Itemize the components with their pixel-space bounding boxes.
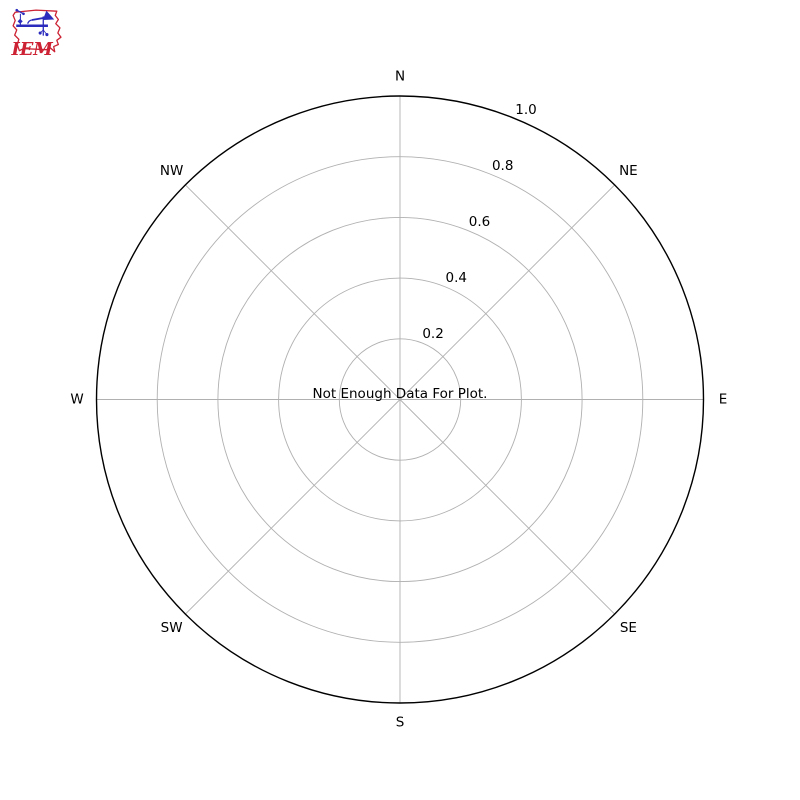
radial-tick-label: 0.4	[446, 270, 467, 286]
radial-tick-label: 0.8	[492, 158, 513, 174]
spoke-line	[185, 184, 401, 400]
polar-spine	[95, 95, 705, 704]
radial-tick-label: 1.0	[515, 102, 536, 118]
direction-label-NW: NW	[160, 163, 183, 179]
spoke-line	[399, 184, 615, 400]
direction-label-W: W	[70, 392, 83, 408]
direction-label-S: S	[396, 715, 405, 731]
iem-logo: IEM	[11, 8, 62, 57]
iowa-state-outline-icon	[12, 9, 62, 53]
spoke-line	[185, 399, 401, 615]
direction-label-N: N	[395, 69, 405, 85]
weathervane-icon	[15, 8, 55, 37]
radial-tick-label: 0.2	[422, 326, 443, 342]
iem-logo-text: IEM	[11, 39, 54, 57]
direction-label-E: E	[719, 392, 728, 408]
spoke-line	[399, 399, 615, 615]
direction-label-SW: SW	[161, 620, 183, 636]
no-data-message: Not Enough Data For Plot.	[313, 386, 488, 402]
radial-tick-label: 0.6	[469, 214, 490, 230]
direction-label-SE: SE	[620, 620, 637, 636]
direction-label-NE: NE	[619, 163, 638, 179]
